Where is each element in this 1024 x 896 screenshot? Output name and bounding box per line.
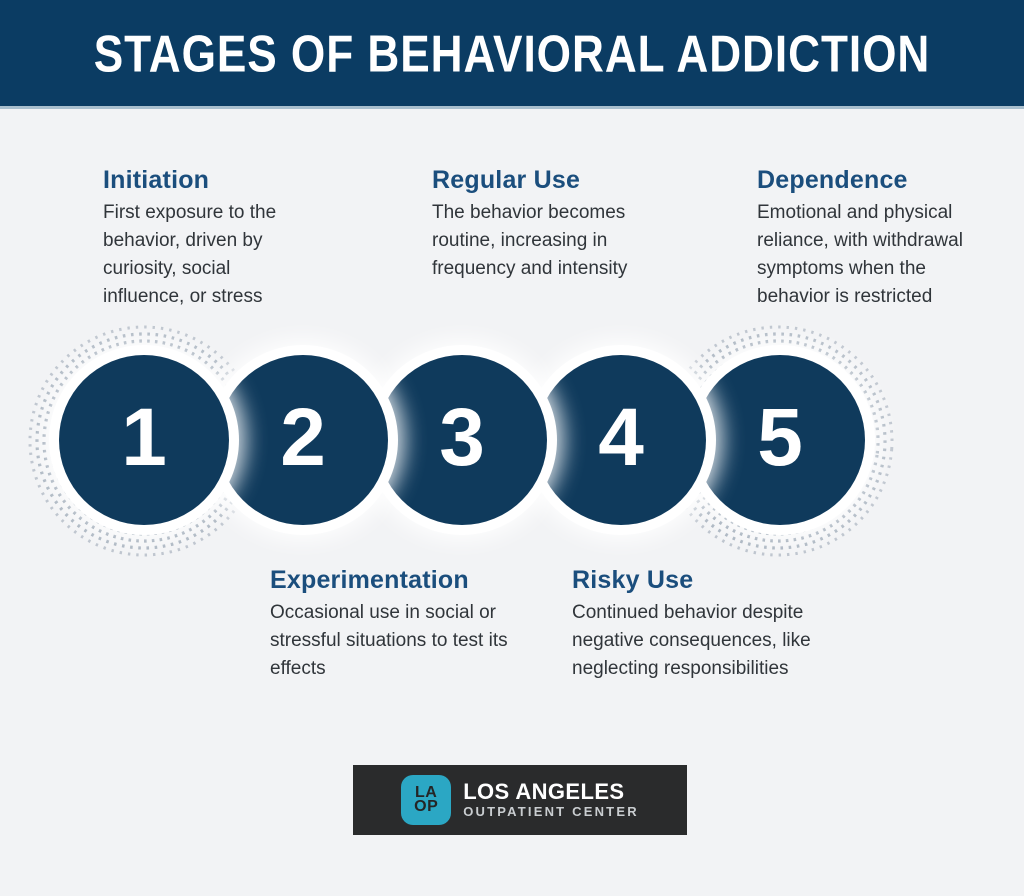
stage-circle-5: 5 <box>695 355 865 525</box>
stage-circle-2: 2 <box>218 355 388 525</box>
stage-circle-4: 4 <box>536 355 706 525</box>
stage-description: Occasional use in social or stressful si… <box>270 602 508 679</box>
stage-label-initiation: Initiation First exposure to the behavio… <box>103 166 315 311</box>
stage-description: Continued behavior despite negative cons… <box>572 602 811 679</box>
stage-title: Dependence <box>757 166 908 194</box>
stage-circle-1: 1 <box>59 355 229 525</box>
stage-circle-3: 3 <box>377 355 547 525</box>
stage-description: Emotional and physical reliance, with wi… <box>757 202 963 307</box>
stage-label-risky-use: Risky Use Continued behavior despite neg… <box>572 566 840 683</box>
stage-number: 5 <box>757 392 803 483</box>
stage-label-dependence: Dependence Emotional and physical relian… <box>757 166 989 311</box>
stage-number: 3 <box>439 392 485 483</box>
logo-monogram-bottom: OP <box>414 798 439 815</box>
org-subtitle: OUTPATIENT CENTER <box>463 804 639 819</box>
stage-title: Experimentation <box>270 566 469 594</box>
page-title: STAGES OF BEHAVIORAL ADDICTION <box>93 23 931 83</box>
stage-number: 4 <box>598 392 644 483</box>
stage-title: Risky Use <box>572 566 694 594</box>
stage-number: 2 <box>280 392 326 483</box>
stage-description: First exposure to the behavior, driven b… <box>103 202 277 307</box>
logo-text-block: LOS ANGELES OUTPATIENT CENTER <box>463 780 639 820</box>
stage-label-regular-use: Regular Use The behavior becomes routine… <box>432 166 660 283</box>
header-banner: STAGES OF BEHAVIORAL ADDICTION <box>0 0 1024 109</box>
stage-title: Regular Use <box>432 166 581 194</box>
stage-description: The behavior becomes routine, increasing… <box>432 202 628 279</box>
footer-logo-bar: LA OP LOS ANGELES OUTPATIENT CENTER <box>353 765 687 835</box>
logo-monogram-top: LA <box>415 784 438 801</box>
org-name: LOS ANGELES <box>463 779 625 804</box>
stage-number: 1 <box>121 392 167 483</box>
stage-label-experimentation: Experimentation Occasional use in social… <box>270 566 510 683</box>
stage-title: Initiation <box>103 166 210 194</box>
laop-logo-icon: LA OP <box>401 775 452 825</box>
stage-circles-row: 1 2 3 4 5 <box>59 355 865 525</box>
